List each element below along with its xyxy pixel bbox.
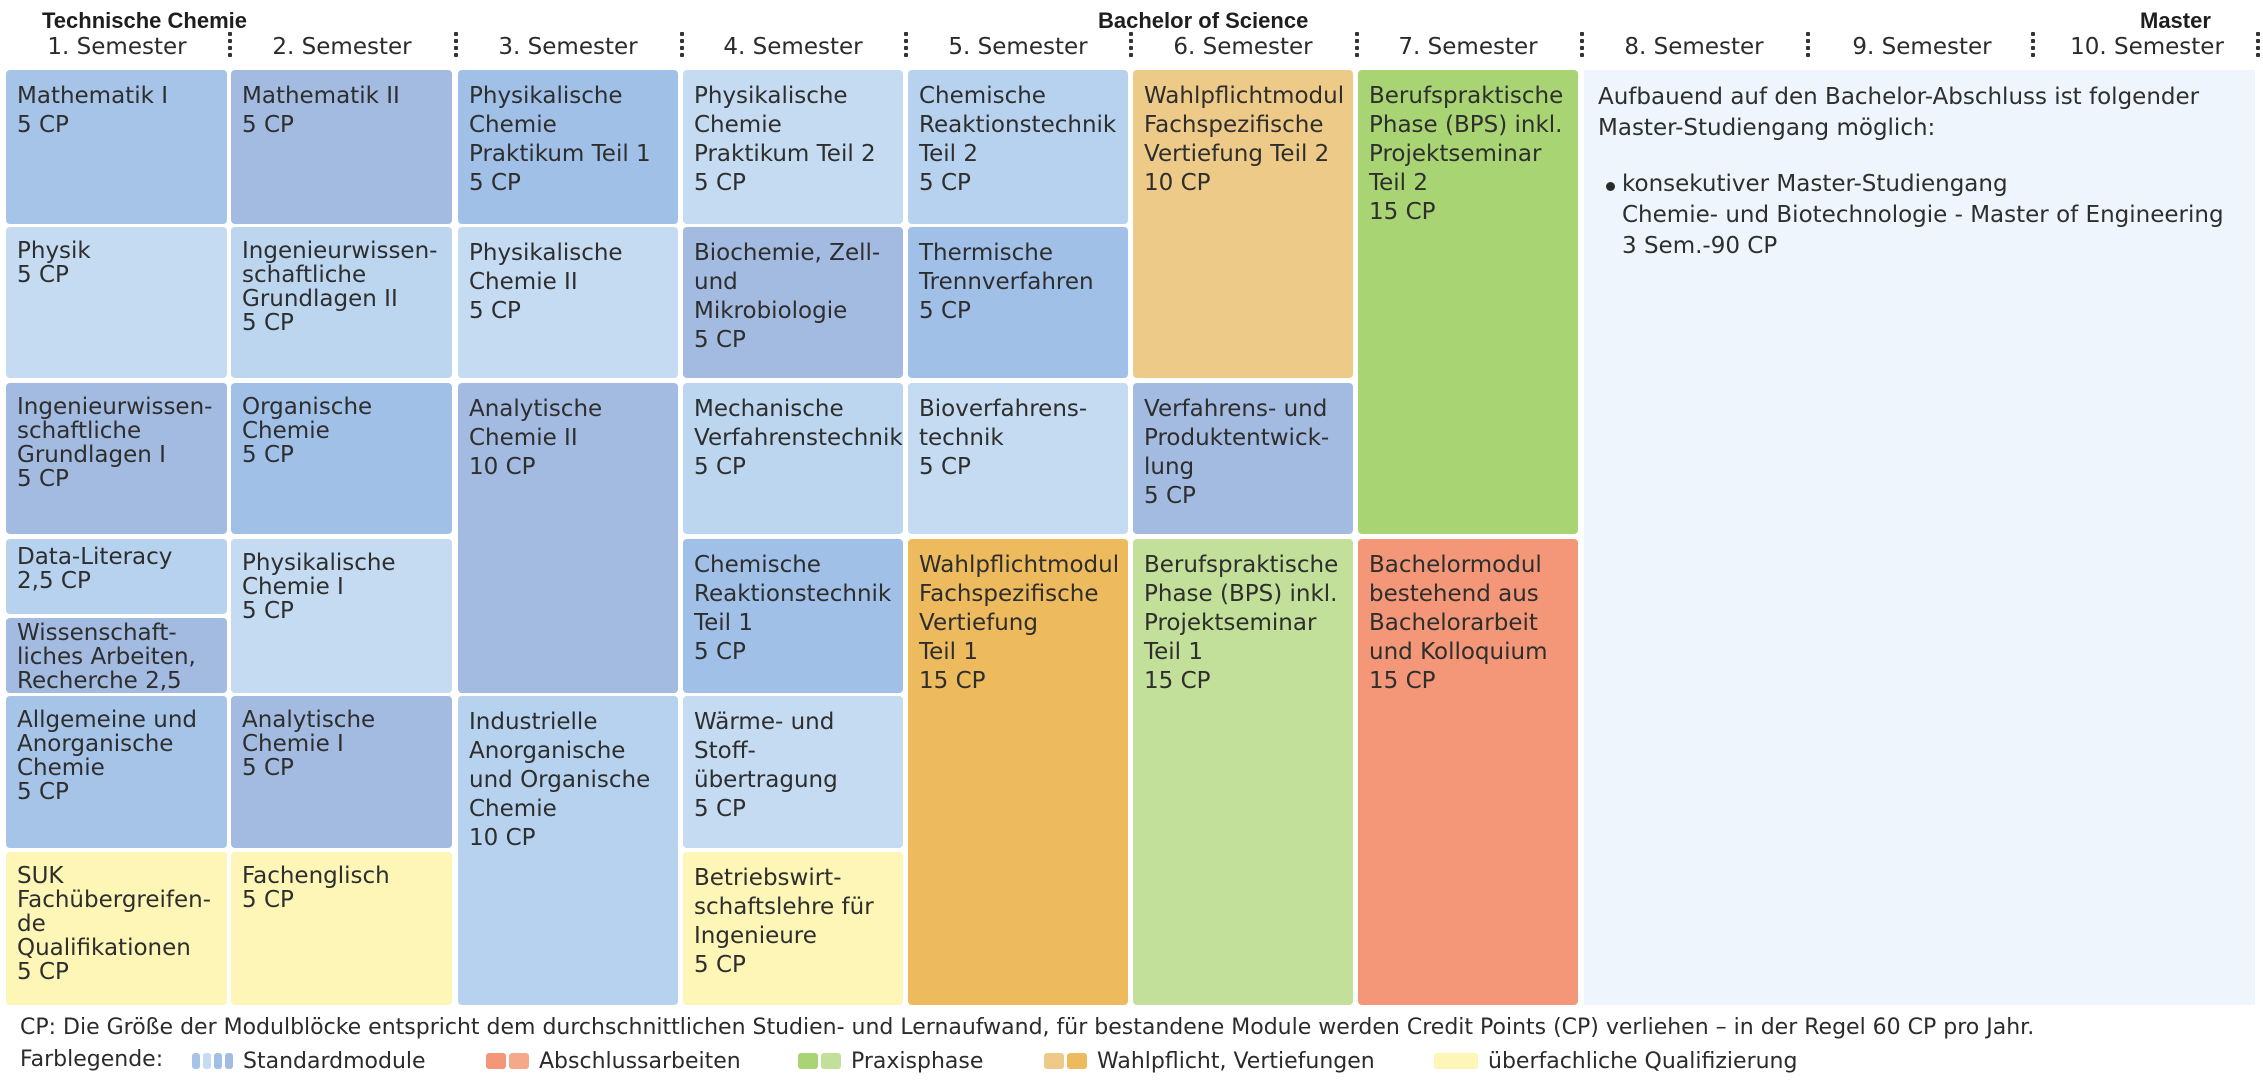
semester-separator (1355, 32, 1359, 62)
master-intro-text: Aufbauend auf den Bachelor-Abschluss ist… (1598, 84, 2200, 141)
module-wissenschaftliches-arbeiten: Wissenschaft- liches Arbeiten, Recherche… (6, 618, 227, 693)
module-biochemie: Biochemie, Zell- und Mikrobiologie 5 CP (683, 227, 903, 378)
legend-swatch-abschluss (486, 1053, 529, 1069)
legend-swatch-ueberfachlich (1434, 1053, 1478, 1069)
legend-text-wahlpflicht: Wahlpflicht, Vertiefungen (1097, 1048, 1375, 1074)
module-allgemeine-anorganische-chemie: Allgemeine und Anorganische Chemie 5 CP (6, 696, 227, 848)
semester-10-label: 10. Semester (2070, 34, 2224, 60)
module-mathematik-2: Mathematik II 5 CP (231, 70, 452, 224)
semester-3-label: 3. Semester (498, 34, 638, 60)
legend-label: Farblegende: (20, 1047, 164, 1072)
legend-item-standardmodule: Standardmodule (192, 1047, 426, 1075)
semester-2-label: 2. Semester (272, 34, 412, 60)
module-data-literacy: Data-Literacy 2,5 CP (6, 539, 227, 614)
semester-8-label: 8. Semester (1624, 34, 1764, 60)
semester-separator (680, 32, 684, 62)
module-betriebswirtschaftslehre: Betriebswirt- schaftslehre für Ingenieur… (683, 852, 903, 1005)
degree-title: Bachelor of Science (1098, 8, 1309, 33)
module-physikalische-chemie-praktikum-2: Physikalische Chemie Praktikum Teil 2 5 … (683, 70, 903, 224)
semester-4-label: 4. Semester (723, 34, 863, 60)
legend-item-abschlussarbeiten: Abschlussarbeiten (486, 1047, 741, 1075)
legend-item-wahlpflicht: Wahlpflicht, Vertiefungen (1044, 1047, 1375, 1075)
module-chemische-reaktionstechnik-1: Chemische Reaktionstechnik Teil 1 5 CP (683, 539, 903, 693)
module-mathematik-1: Mathematik I 5 CP (6, 70, 227, 224)
module-bps-teil-1: Berufspraktische Phase (BPS) inkl. Proje… (1133, 539, 1353, 1005)
master-info-panel: Aufbauend auf den Bachelor-Abschluss ist… (1584, 70, 2255, 1005)
legend-item-praxisphase: Praxisphase (798, 1047, 983, 1075)
module-verfahrens-produktentwicklung: Verfahrens- und Produktentwick- lung 5 C… (1133, 383, 1353, 534)
module-industrielle-chemie: Industrielle Anorganische und Organische… (458, 696, 678, 1005)
module-fachenglisch: Fachenglisch 5 CP (231, 852, 452, 1005)
module-analytische-chemie-2: Analytische Chemie II 10 CP (458, 383, 678, 693)
module-chemische-reaktionstechnik-2: Chemische Reaktionstechnik Teil 2 5 CP (908, 70, 1128, 224)
legend-swatch-praxis (798, 1053, 841, 1069)
module-ingenieurwissenschaftliche-grundlagen-2: Ingenieurwissen- schaftliche Grundlagen … (231, 227, 452, 378)
semester-separator (2031, 32, 2035, 62)
module-analytische-chemie-1: Analytische Chemie I 5 CP (231, 696, 452, 848)
module-wahlpflicht-vertiefung-2: Wahlpflichtmodul Fachspezifische Vertief… (1133, 70, 1353, 378)
program-title: Technische Chemie (42, 8, 247, 33)
semester-separator (1806, 32, 1810, 62)
semester-6-label: 6. Semester (1173, 34, 1313, 60)
module-bioverfahrenstechnik: Bioverfahrens- technik 5 CP (908, 383, 1128, 534)
master-program-item: konsekutiver Master-Studiengang Chemie- … (1606, 169, 2241, 262)
semester-7-label: 7. Semester (1398, 34, 1538, 60)
semester-1-label: 1. Semester (47, 34, 187, 60)
module-physik: Physik 5 CP (6, 227, 227, 378)
legend-text-abschlussarbeiten: Abschlussarbeiten (539, 1048, 741, 1074)
module-bachelormodul: Bachelormodul bestehend aus Bachelorarbe… (1358, 539, 1578, 1005)
legend-swatch-standard (192, 1053, 233, 1069)
module-waerme-stoffuebertragung: Wärme- und Stoff- übertragung 5 CP (683, 696, 903, 848)
module-suk: SUK Fachübergreifen- de Qualifikationen … (6, 852, 227, 1005)
master-program-list: konsekutiver Master-Studiengang Chemie- … (1598, 169, 2241, 262)
legend-text-standardmodule: Standardmodule (243, 1048, 426, 1074)
module-physikalische-chemie-1: Physikalische Chemie I 5 CP (231, 539, 452, 693)
master-program-duration: 3 Sem.-90 CP (1622, 233, 1778, 259)
module-physikalische-chemie-praktikum-1: Physikalische Chemie Praktikum Teil 1 5 … (458, 70, 678, 224)
module-ingenieurwissenschaftliche-grundlagen-1: Ingenieurwissen- schaftliche Grundlagen … (6, 383, 227, 534)
module-bps-teil-2: Berufspraktische Phase (BPS) inkl. Proje… (1358, 70, 1578, 534)
legend-text-ueberfachlich: überfachliche Qualifizierung (1488, 1048, 1798, 1074)
master-program-name: Chemie- und Biotechnologie - Master of E… (1622, 202, 2224, 228)
module-organische-chemie: Organische Chemie 5 CP (231, 383, 452, 534)
semester-separator (1580, 32, 1584, 62)
semester-separator (454, 32, 458, 62)
module-physikalische-chemie-2: Physikalische Chemie II 5 CP (458, 227, 678, 378)
semester-separator (1129, 32, 1133, 62)
credit-points-note: CP: Die Größe der Modulblöcke entspricht… (20, 1015, 2035, 1040)
semester-separator (904, 32, 908, 62)
module-wahlpflicht-vertiefung-1: Wahlpflichtmodul Fachspezifische Vertief… (908, 539, 1128, 1005)
module-mechanische-verfahrenstechnik: Mechanische Verfahrenstechnik 5 CP (683, 383, 903, 534)
master-title: Master (2140, 8, 2211, 33)
legend-swatch-wahlpflicht (1044, 1053, 1087, 1069)
module-thermische-trennverfahren: Thermische Trennverfahren 5 CP (908, 227, 1128, 378)
legend-item-ueberfachlich: überfachliche Qualifizierung (1434, 1047, 1797, 1075)
semester-5-label: 5. Semester (948, 34, 1088, 60)
semester-separator (2256, 32, 2260, 62)
semester-9-label: 9. Semester (1852, 34, 1992, 60)
legend-text-praxisphase: Praxisphase (851, 1048, 984, 1074)
semester-separator (228, 32, 232, 62)
master-program-type: konsekutiver Master-Studiengang (1622, 171, 2008, 197)
